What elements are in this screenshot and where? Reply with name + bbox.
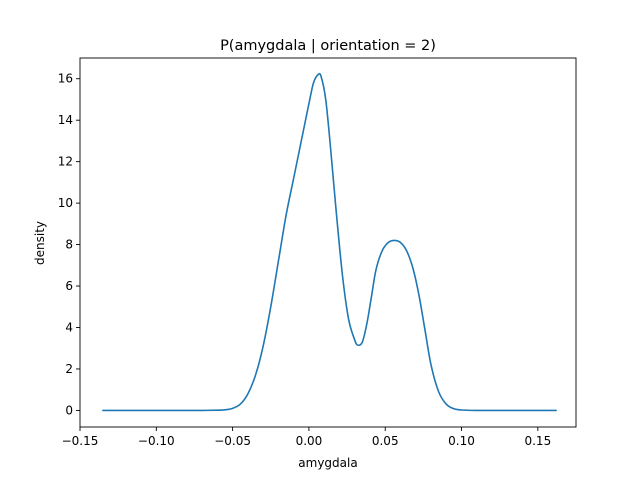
y-tick-label: 4: [65, 320, 73, 334]
y-tick-label: 14: [58, 113, 73, 127]
y-axis-label: density: [33, 221, 47, 265]
y-tick-label: 6: [65, 279, 73, 293]
chart-title: P(amygdala | orientation = 2): [220, 38, 436, 54]
x-axis-label: amygdala: [298, 456, 357, 470]
y-tick-label: 10: [58, 196, 73, 210]
x-tick-label: 0.00: [296, 434, 323, 448]
y-tick-label: 16: [58, 72, 73, 86]
y-axis-ticks: 0 2 4 6 8 10 12 14 16: [58, 72, 80, 417]
x-tick-label: −0.10: [138, 434, 175, 448]
density-curve: [102, 72, 557, 412]
x-tick-label: −0.15: [62, 434, 99, 448]
y-tick-label: 8: [65, 238, 73, 252]
x-tick-label: 0.15: [524, 434, 551, 448]
x-tick-label: 0.10: [448, 434, 475, 448]
plot-frame: [79, 57, 577, 428]
x-tick-label: 0.05: [372, 434, 399, 448]
y-tick-label: 12: [58, 155, 73, 169]
x-axis-ticks: −0.15 −0.10 −0.05 0.00 0.05 0.10 0.15: [62, 427, 551, 448]
x-tick-label: −0.05: [214, 434, 251, 448]
y-tick-label: 0: [65, 403, 73, 417]
y-tick-label: 2: [65, 362, 73, 376]
